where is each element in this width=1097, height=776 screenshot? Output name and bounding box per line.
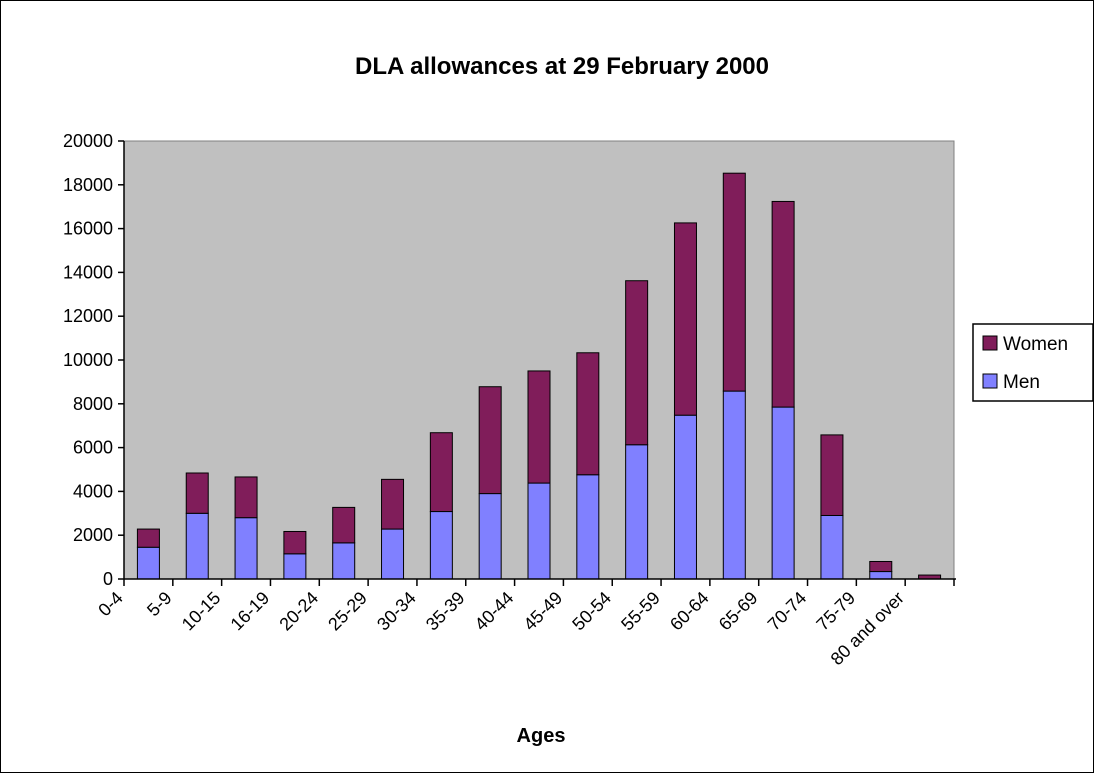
x-tick-label: 60-64 [666,588,713,635]
bar-women-45-49 [576,352,600,476]
bar-women-30-34 [429,432,453,513]
bar-men-16-19 [283,553,307,580]
bar-men-5-9 [185,512,209,580]
chart-title: DLA allowances at 29 February 2000 [355,53,769,80]
legend: Women Men [972,323,1094,402]
bar-men-30-34 [429,511,453,580]
y-tick-label: 20000 [63,131,113,151]
bars-group [136,172,942,580]
x-tick-label: 10-15 [178,588,225,635]
bar-men-50-54 [625,444,649,580]
bar-women-65-69 [771,200,795,408]
bar-men-35-39 [478,493,502,580]
bar-women-16-19 [283,530,307,555]
bar-women-25-29 [381,478,405,530]
legend-swatch [982,335,998,351]
y-tick-label: 0 [103,569,113,589]
bar-men-0-4 [136,546,160,580]
x-tick-label: 35-39 [422,588,469,635]
y-tick-label: 10000 [63,350,113,370]
bar-men-70-74 [820,514,844,580]
bar-women-5-9 [185,472,209,514]
x-tick-label: 20-24 [275,588,322,635]
bar-women-10-15 [234,476,258,519]
y-tick-label: 4000 [73,481,113,501]
y-tick-label: 2000 [73,525,113,545]
x-tick-label: 55-59 [617,588,664,635]
legend-label: Women [1003,334,1068,355]
bar-men-40-44 [527,482,551,580]
legend-label: Men [1003,372,1040,393]
x-tick-label: 50-54 [568,588,615,635]
x-tick-label: 5-9 [143,588,176,621]
x-tick-label: 70-74 [764,588,811,635]
bar-men-45-49 [576,474,600,580]
y-tick-label: 14000 [63,262,113,282]
x-tick-label: 0-4 [94,588,127,621]
x-tick-label: 65-69 [715,588,762,635]
bar-men-65-69 [771,406,795,580]
legend-swatch [982,373,998,389]
bar-women-35-39 [478,386,502,495]
bar-men-75-79 [869,571,893,580]
x-tick-label: 45-49 [520,588,567,635]
bar-women-40-44 [527,370,551,484]
bar-women-75-79 [869,560,893,573]
x-tick-label: 16-19 [227,588,274,635]
bar-women-60-64 [722,172,746,392]
x-tick-label: 40-44 [471,588,518,635]
y-tick-label: 6000 [73,438,113,458]
bar-women-70-74 [820,434,844,516]
bar-women-0-4 [136,528,160,548]
y-axis: 0 2000 4000 6000 8000 10000 12000 14000 16000 180… [63,131,125,589]
bar-men-10-15 [234,517,258,580]
bar-men-20-24 [332,542,356,580]
bar-men-55-59 [673,414,697,580]
y-tick-label: 16000 [63,219,113,239]
y-tick-label: 18000 [63,175,113,195]
bar-men-25-29 [381,528,405,580]
y-tick-label: 8000 [73,394,113,414]
x-axis-title: Ages [517,725,566,747]
bar-women-50-54 [625,280,649,446]
y-tick-label: 12000 [63,306,113,326]
bar-women-20-24 [332,506,356,544]
bar-women-55-59 [673,222,697,416]
x-tick-label: 25-29 [324,588,371,635]
x-axis: 0-4 5-9 10-15 16-19 20-24 25-29 30-34 35-39 40-4… [94,578,956,669]
x-tick-label: 75-79 [812,588,859,635]
x-tick-label: 30-34 [373,588,420,635]
bar-men-60-64 [722,390,746,580]
